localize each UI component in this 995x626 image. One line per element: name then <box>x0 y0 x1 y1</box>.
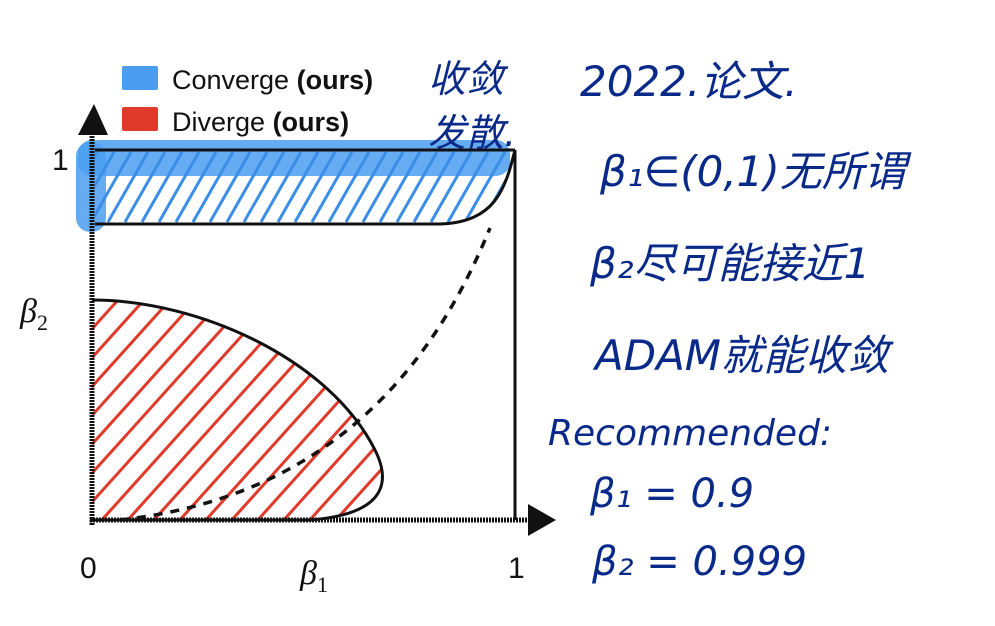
diverge-hatch-line <box>254 300 383 520</box>
legend-diverge-label: Diverge <box>172 107 265 137</box>
note-beta1-value: β₁ = 0.9 <box>589 471 754 517</box>
converge-hatch-line <box>446 151 490 223</box>
converge-hatch-line <box>95 151 116 223</box>
diverge-hatch-line <box>150 300 354 520</box>
note-beta1-range: β₁∈(0,1)无所谓 <box>599 147 912 196</box>
note-recommended: Recommended: <box>548 413 832 454</box>
handwritten-notes: 收敛 发散. 2022.论文. β₁∈(0,1)无所谓 β₂尽可能接近1 ADA… <box>428 57 912 585</box>
y-axis-title: β2 <box>19 293 48 335</box>
converge-hatch-line <box>242 151 286 223</box>
converge-hatch-line <box>293 151 337 223</box>
plot-frame <box>95 148 517 520</box>
diverge-hatch-line <box>280 300 383 520</box>
diverge-hatch-line <box>228 300 383 520</box>
diverge-hatch-line <box>0 300 66 522</box>
converge-hatch-line <box>174 151 218 223</box>
converge-boundary <box>95 149 517 226</box>
diverge-hatch-line <box>332 300 383 520</box>
converge-hatch-line <box>463 151 507 223</box>
converge-hatch-line <box>208 151 252 223</box>
x-axis-title: β1 <box>299 555 328 597</box>
converge-hatch-line <box>259 151 303 223</box>
y-max-label: 1 <box>52 144 69 177</box>
diverge-hatch-line <box>92 300 172 520</box>
diverge-hatch-line <box>358 300 383 520</box>
legend-diverge-text: Diverge (ours) <box>172 107 349 137</box>
x-axis <box>90 504 556 536</box>
x-axis-symbol: β <box>299 555 317 592</box>
converge-hatch-line <box>191 151 235 223</box>
diverge-region <box>0 298 384 522</box>
y-axis-subscript: 2 <box>37 310 48 335</box>
note-diverge: 发散. <box>428 111 516 155</box>
legend-diverge-tag: (ours) <box>273 107 350 137</box>
legend-converge-tag: (ours) <box>297 65 374 95</box>
x-axis-subscript: 1 <box>317 572 328 597</box>
diverge-hatch-line <box>92 300 224 520</box>
converge-hatch-line <box>123 151 167 223</box>
dashed-boundary-curve <box>119 227 492 522</box>
converge-hatch-line <box>361 151 405 223</box>
converge-hatch-line <box>327 151 371 223</box>
diverge-hatch-line <box>92 300 250 520</box>
diverge-hatch-line <box>124 300 328 520</box>
converge-hatch-line <box>157 151 201 223</box>
legend-diverge-swatch <box>122 107 158 131</box>
note-paper-year: 2022.论文. <box>580 57 798 106</box>
diverge-hatch-line <box>98 300 302 520</box>
x-max-label: 1 <box>508 552 525 585</box>
converge-hatch-line <box>95 151 133 223</box>
y-axis-symbol: β <box>19 293 37 330</box>
converge-hatch-line <box>378 151 422 223</box>
note-beta2-value: β₂ = 0.999 <box>591 539 807 585</box>
converge-hatching <box>95 151 515 223</box>
converge-hatch-line <box>429 151 473 223</box>
diverge-hatch-line <box>92 300 120 520</box>
diverge-hatch-line <box>92 300 198 520</box>
legend-converge-label: Converge <box>172 65 289 95</box>
note-converge: 收敛 <box>428 57 509 101</box>
converge-hatch-line <box>395 151 439 223</box>
converge-hatch-line <box>225 151 269 223</box>
converge-hatch-line <box>140 151 184 223</box>
legend-converge-text: Converge (ours) <box>172 65 373 95</box>
legend-converge-swatch <box>122 66 158 90</box>
x-origin-label: 0 <box>80 552 97 585</box>
diverge-hatch-line <box>0 300 40 522</box>
diverge-hatching <box>0 300 383 522</box>
diverge-hatch-line <box>202 300 383 520</box>
converge-hatch-line <box>412 151 456 223</box>
x-axis-arrowhead <box>528 504 556 536</box>
converge-hatch-line <box>276 151 320 223</box>
note-beta2-close: β₂尽可能接近1 <box>589 239 870 288</box>
diverge-hatch-line <box>92 300 146 520</box>
converge-hatch-line <box>106 151 150 223</box>
y-axis <box>78 104 108 525</box>
legend: Converge (ours) Diverge (ours) <box>122 65 373 137</box>
note-adam-converge: ADAM就能收敛 <box>592 331 894 380</box>
diverge-hatch-line <box>306 300 383 520</box>
converge-hatch-line <box>344 151 388 223</box>
y-axis-arrowhead <box>78 104 108 135</box>
diverge-hatch-line <box>92 300 276 520</box>
converge-hatch-line <box>310 151 354 223</box>
